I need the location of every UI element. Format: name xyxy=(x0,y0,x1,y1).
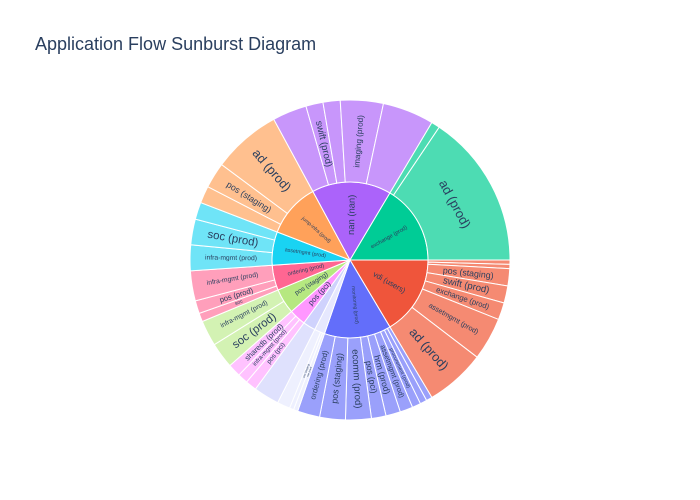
segment-label: ecomm (prod) xyxy=(349,349,363,409)
outer-segment[interactable] xyxy=(392,126,511,261)
segment-label: pos (staging) xyxy=(302,363,310,378)
segment-label: soc xyxy=(234,298,244,307)
segment-label: nan (nan) xyxy=(306,366,313,377)
segment-label: nan (nan) xyxy=(345,195,357,235)
inner-ring xyxy=(271,181,429,339)
segment-label: infra-mgmt (prod) xyxy=(205,255,257,263)
segment-label: monitoring (prod) xyxy=(350,286,360,325)
chart-title: Application Flow Sunburst Diagram xyxy=(35,34,317,54)
outer-ring xyxy=(189,99,511,421)
segment-label: imaging (prod) xyxy=(352,114,365,167)
